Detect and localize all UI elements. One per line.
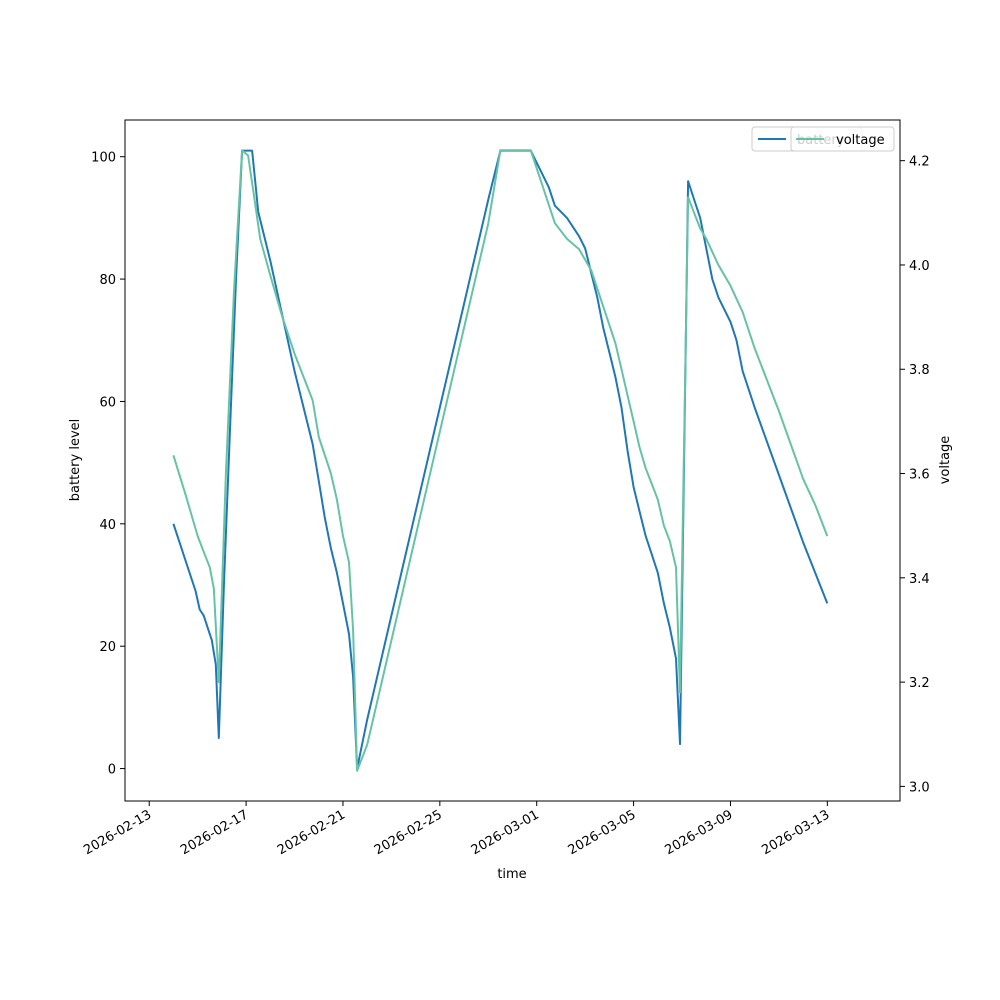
left-y-axis-ticks: 0 20 40 60 80 100 [91,151,125,778]
legend-voltage-label: voltage [836,133,885,148]
y2-tick-label: 3.2 [909,676,930,691]
y2-tick-label: 3.6 [909,468,930,483]
y2-tick-label: 3.0 [909,780,930,795]
y-tick-label: 80 [99,273,116,288]
y2-axis-label: voltage [938,436,953,485]
y-tick-label: 20 [99,640,116,655]
y2-tick-label: 3.4 [909,572,930,587]
right-y-axis-ticks: 3.0 3.2 3.4 3.6 3.8 4.0 4.2 [900,155,930,795]
legend-voltage: voltage [790,126,895,152]
y-tick-label: 0 [108,763,116,778]
axes-frame [124,119,901,802]
y-tick-label: 100 [91,151,116,166]
y-tick-label: 40 [99,518,116,533]
x-axis-label: time [497,867,526,882]
y-tick-label: 60 [99,395,116,410]
plot-area [172,149,829,772]
y2-tick-label: 3.8 [909,363,930,378]
y2-tick-label: 4.2 [909,155,930,170]
y-axis-label: battery level [68,419,83,502]
y2-tick-label: 4.0 [909,259,930,274]
legend-voltage-box [790,126,895,152]
voltage-series-line [172,149,829,772]
